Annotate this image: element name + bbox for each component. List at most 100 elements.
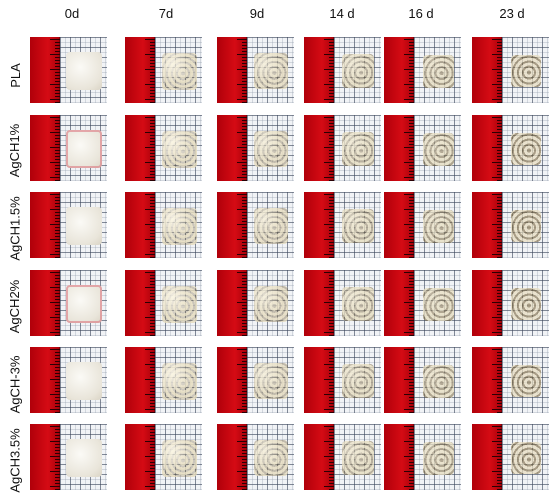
sample-photo bbox=[304, 37, 381, 103]
row-header: AgCH-3% bbox=[4, 344, 26, 424]
sample-photo bbox=[304, 270, 381, 336]
ruler bbox=[30, 270, 60, 336]
film-sample bbox=[511, 210, 541, 242]
column-header: 14 d bbox=[329, 6, 355, 21]
film-sample bbox=[511, 365, 541, 397]
film-sample bbox=[161, 362, 197, 400]
sample-photo bbox=[384, 270, 461, 336]
ruler bbox=[472, 115, 502, 181]
sample-photo bbox=[384, 424, 461, 490]
film-sample bbox=[422, 364, 454, 398]
row-header-label: AgCH1.5% bbox=[7, 195, 23, 261]
sample-photo bbox=[304, 424, 381, 490]
film-sample bbox=[66, 207, 102, 245]
ruler bbox=[304, 347, 334, 413]
ruler bbox=[125, 270, 155, 336]
sample-photo bbox=[125, 270, 202, 336]
row-header: AgCH1% bbox=[4, 110, 26, 190]
row-header-label: AgCH1% bbox=[7, 123, 23, 177]
film-sample bbox=[161, 52, 197, 90]
sample-photo bbox=[304, 115, 381, 181]
ruler bbox=[472, 424, 502, 490]
film-sample bbox=[161, 439, 197, 477]
ruler bbox=[125, 424, 155, 490]
ruler bbox=[30, 192, 60, 258]
sample-photo bbox=[384, 347, 461, 413]
ruler bbox=[384, 270, 414, 336]
sample-photo bbox=[384, 192, 461, 258]
sample-photo bbox=[217, 115, 294, 181]
film-sample bbox=[511, 288, 541, 320]
film-sample bbox=[422, 54, 454, 88]
ruler bbox=[384, 37, 414, 103]
ruler bbox=[30, 347, 60, 413]
ruler bbox=[304, 37, 334, 103]
film-sample bbox=[422, 132, 454, 166]
sample-photo bbox=[30, 192, 107, 258]
column-header: 16 d bbox=[408, 6, 434, 21]
film-sample bbox=[511, 55, 541, 87]
ruler bbox=[304, 270, 334, 336]
sample-photo bbox=[472, 270, 549, 336]
ruler bbox=[217, 424, 247, 490]
sample-photo bbox=[217, 37, 294, 103]
film-sample bbox=[161, 285, 197, 323]
ruler bbox=[472, 192, 502, 258]
sample-photo bbox=[472, 192, 549, 258]
sample-photo bbox=[217, 424, 294, 490]
sample-photo bbox=[472, 115, 549, 181]
ruler bbox=[472, 270, 502, 336]
ruler bbox=[304, 115, 334, 181]
sample-photo bbox=[217, 270, 294, 336]
ruler bbox=[125, 37, 155, 103]
row-header: AgCH3.5% bbox=[4, 420, 26, 500]
ruler bbox=[384, 192, 414, 258]
ruler bbox=[125, 115, 155, 181]
ruler bbox=[472, 37, 502, 103]
film-sample bbox=[254, 363, 288, 399]
film-sample bbox=[66, 362, 102, 400]
sample-photo bbox=[30, 424, 107, 490]
ruler bbox=[217, 115, 247, 181]
sample-photo bbox=[384, 115, 461, 181]
sample-photo bbox=[30, 270, 107, 336]
film-sample bbox=[254, 286, 288, 322]
film-sample bbox=[66, 52, 102, 90]
sample-photo bbox=[304, 347, 381, 413]
row-header-label: AgCH2% bbox=[7, 279, 23, 333]
row-header: PLA bbox=[4, 35, 26, 115]
column-header: 9d bbox=[249, 6, 265, 21]
film-sample bbox=[422, 287, 454, 321]
ruler bbox=[217, 37, 247, 103]
film-sample bbox=[254, 131, 288, 167]
ruler bbox=[304, 424, 334, 490]
film-sample bbox=[254, 208, 288, 244]
sample-photo bbox=[304, 192, 381, 258]
ruler bbox=[30, 424, 60, 490]
row-header-label: AgCH3.5% bbox=[7, 427, 23, 493]
film-sample bbox=[342, 441, 374, 475]
sample-photo bbox=[472, 424, 549, 490]
ruler bbox=[384, 424, 414, 490]
film-sample bbox=[422, 209, 454, 243]
ruler bbox=[304, 192, 334, 258]
sample-photo bbox=[30, 37, 107, 103]
ruler bbox=[217, 347, 247, 413]
film-sample bbox=[511, 133, 541, 165]
film-sample bbox=[422, 441, 454, 475]
sample-photo bbox=[472, 347, 549, 413]
film-sample bbox=[66, 130, 102, 168]
film-sample bbox=[342, 364, 374, 398]
sample-photo bbox=[30, 347, 107, 413]
sample-photo bbox=[472, 37, 549, 103]
film-sample bbox=[511, 442, 541, 474]
sample-photo bbox=[217, 192, 294, 258]
ruler bbox=[125, 192, 155, 258]
sample-photo bbox=[217, 347, 294, 413]
film-sample bbox=[254, 53, 288, 89]
sample-photo bbox=[125, 115, 202, 181]
film-sample bbox=[66, 439, 102, 477]
sample-photo bbox=[125, 37, 202, 103]
ruler bbox=[384, 347, 414, 413]
film-sample bbox=[342, 209, 374, 243]
